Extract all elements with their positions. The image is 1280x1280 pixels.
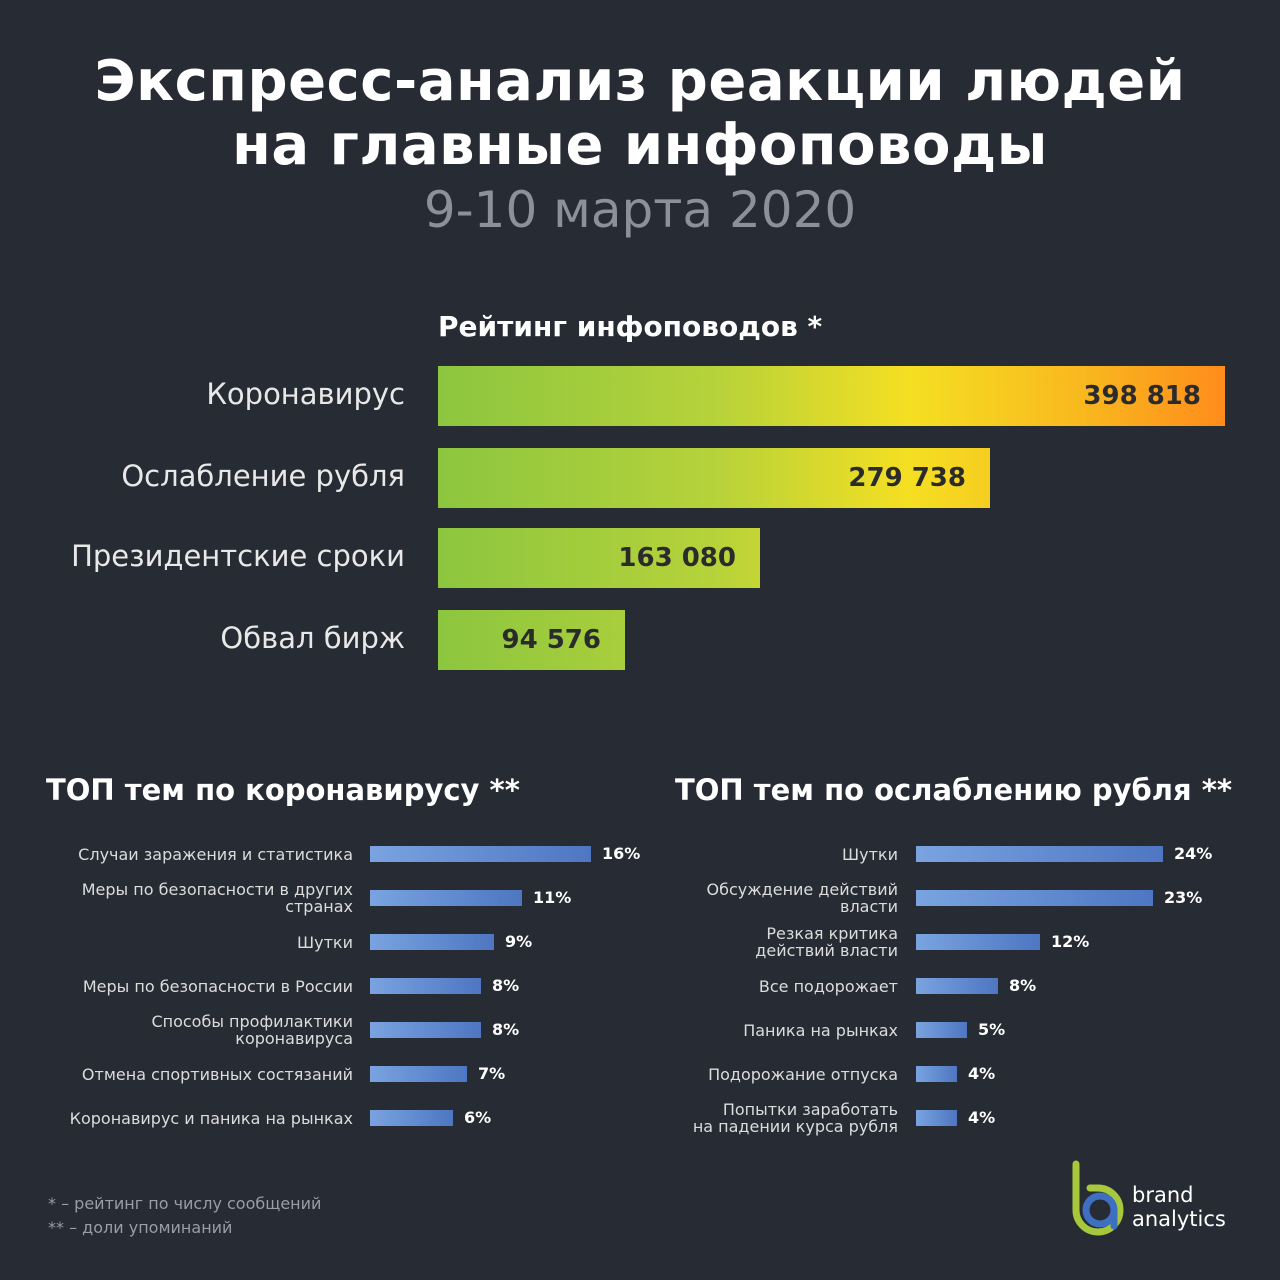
ranking-label: Коронавирус (206, 377, 405, 411)
ranking-bar: 94 576 (438, 610, 625, 670)
topic-label: Подорожание отпуска (708, 1064, 898, 1084)
topic-label: Случаи заражения и статистика (78, 844, 353, 864)
topic-value: 9% (505, 932, 533, 951)
topic-bar (916, 846, 1163, 862)
topic-label: Резкая критика действий власти (755, 924, 898, 960)
topic-label: Коронавирус и паника на рынках (69, 1108, 353, 1128)
topic-label: Все подорожает (758, 976, 898, 996)
topic-value: 4% (968, 1108, 996, 1127)
topic-value: 24% (1174, 844, 1213, 863)
topic-bar (370, 1110, 453, 1126)
subtitle-date: 9-10 марта 2020 (423, 181, 857, 239)
brand-analytics-logo-icon (1072, 1160, 1124, 1236)
topic-label: Попытки заработать на падении курса рубл… (692, 1100, 898, 1136)
brand-logo-line2: analytics (1132, 1207, 1226, 1231)
ranking-bar: 398 818 (438, 366, 1225, 426)
topic-value: 5% (978, 1020, 1006, 1039)
topic-value: 8% (1009, 976, 1037, 995)
topic-value: 6% (464, 1108, 492, 1127)
topic-bar (916, 1022, 967, 1038)
footnote-rating: * – рейтинг по числу сообщений (48, 1194, 322, 1213)
main-title: Экспресс-анализ реакции людей на главные… (0, 50, 1280, 178)
topic-value: 8% (492, 1020, 520, 1039)
topic-bar (370, 1022, 481, 1038)
topic-label: Шутки (297, 932, 353, 952)
ranking-label: Ослабление рубля (121, 459, 405, 493)
topic-value: 11% (533, 888, 572, 907)
topic-bar (916, 890, 1153, 906)
topic-label: Способы профилактики коронавируса (151, 1012, 353, 1048)
ranking-value: 163 080 (618, 543, 736, 573)
footnote-shares: ** – доли упоминаний (48, 1218, 233, 1237)
topic-value: 8% (492, 976, 520, 995)
ranking-value: 398 818 (1083, 381, 1201, 411)
topic-label: Паника на рынках (743, 1020, 898, 1040)
topic-label: Шутки (842, 844, 898, 864)
ranking-value: 279 738 (848, 463, 966, 493)
topic-bar (916, 978, 998, 994)
topic-bar (916, 934, 1040, 950)
ranking-value: 94 576 (501, 625, 601, 655)
ranking-label: Обвал бирж (220, 621, 405, 655)
main-title-line1: Экспресс-анализ реакции людей (94, 49, 1186, 114)
topic-label: Меры по безопасности в России (82, 976, 353, 996)
topic-bar (370, 934, 494, 950)
topic-bar (370, 1066, 467, 1082)
topic-bar (370, 846, 591, 862)
topic-value: 12% (1051, 932, 1090, 951)
topic-bar (916, 1110, 957, 1126)
topic-bar (370, 978, 481, 994)
topic-label: Отмена спортивных состязаний (81, 1064, 353, 1084)
ranking-bar: 279 738 (438, 448, 990, 508)
topic-value: 23% (1164, 888, 1203, 907)
corona-topics-title: ТОП тем по коронавирусу ** (46, 773, 520, 807)
brand-logo-text: brand analytics (1132, 1183, 1226, 1231)
brand-logo-line1: brand (1132, 1183, 1194, 1207)
topic-value: 16% (602, 844, 641, 863)
main-title-line2: на главные инфоповоды (232, 113, 1048, 178)
topic-value: 4% (968, 1064, 996, 1083)
topic-bar (916, 1066, 957, 1082)
ruble-topics-title: ТОП тем по ослаблению рубля ** (675, 773, 1233, 807)
topic-label: Обсуждение действий власти (706, 880, 898, 916)
ranking-bar: 163 080 (438, 528, 760, 588)
topic-bar (370, 890, 522, 906)
ranking-label: Президентские сроки (71, 539, 405, 573)
topic-value: 7% (478, 1064, 506, 1083)
ranking-title: Рейтинг инфоповодов * (438, 310, 823, 343)
topic-label: Меры по безопасности в других странах (81, 880, 353, 916)
